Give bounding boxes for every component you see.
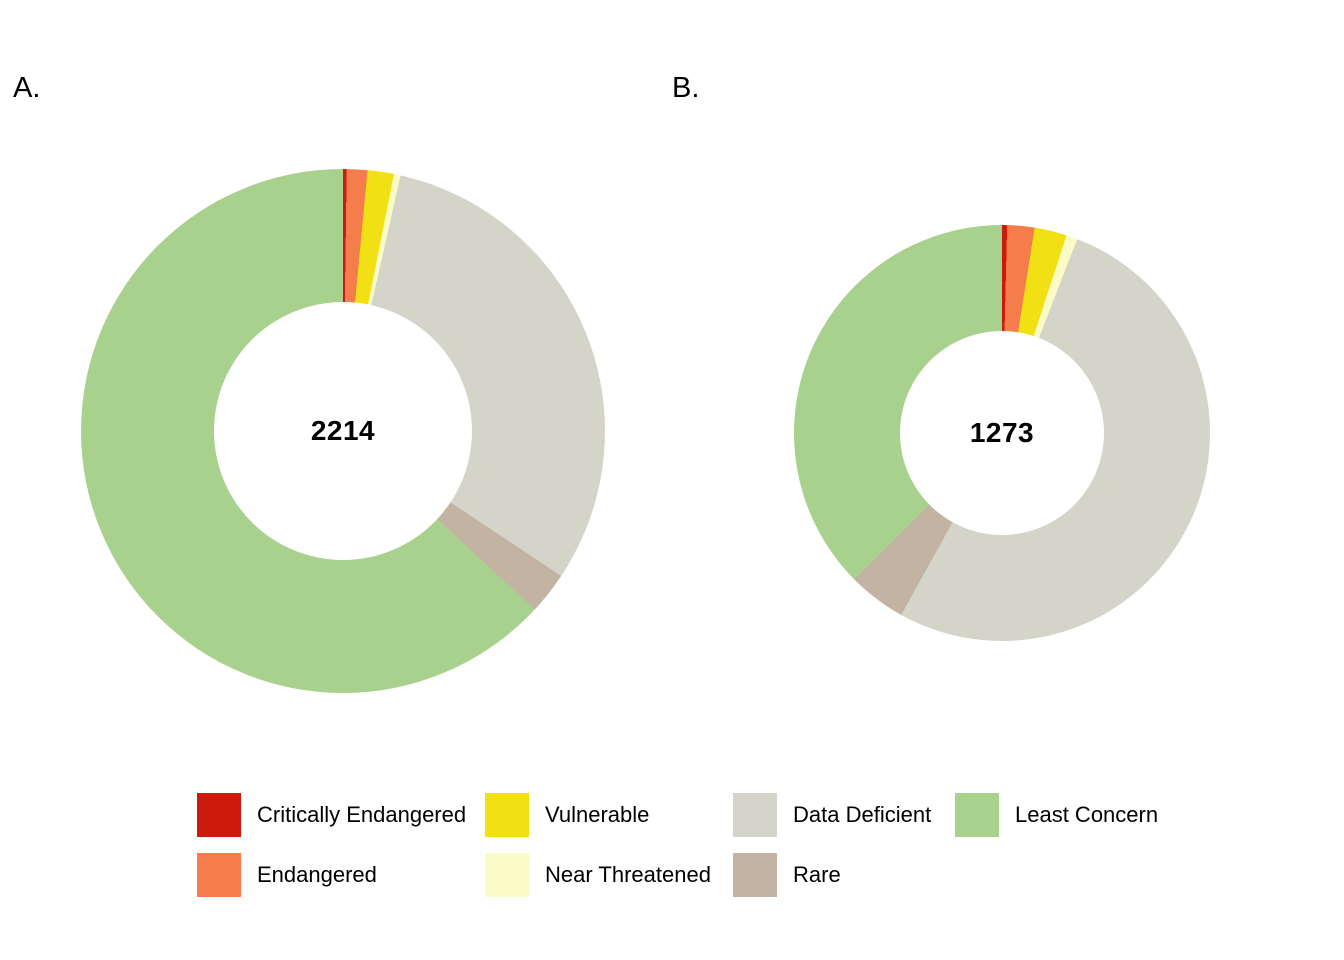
legend-label-vulnerable: Vulnerable <box>545 802 650 827</box>
legend-label-critically-endangered: Critically Endangered <box>257 802 467 827</box>
donut-b-hole: 1273 <box>900 331 1104 535</box>
legend-item-endangered: Endangered <box>197 853 377 897</box>
legend-item-near-threatened: Near Threatened <box>485 853 711 897</box>
legend-item-data-deficient: Data Deficient <box>733 793 931 837</box>
legend-label-data-deficient: Data Deficient <box>793 802 932 827</box>
donut-chart-b: 1273 <box>794 225 1210 641</box>
donut-a-hole: 2214 <box>214 302 472 560</box>
donut-b-total: 1273 <box>969 417 1035 448</box>
legend-label-endangered: Endangered <box>257 862 377 887</box>
legend-swatch-near-threatened <box>485 853 529 897</box>
legend-label-rare: Rare <box>793 862 841 887</box>
legend-item-least-concern: Least Concern <box>955 793 1158 837</box>
legend-swatch-data-deficient <box>733 793 777 837</box>
panel-a-label: A. <box>13 72 41 104</box>
legend-item-critically-endangered: Critically Endangered <box>197 793 466 837</box>
legend-swatch-vulnerable <box>485 793 529 837</box>
legend-item-rare: Rare <box>733 853 841 897</box>
legend-item-vulnerable: Vulnerable <box>485 793 649 837</box>
legend-label-least-concern: Least Concern <box>1015 802 1159 827</box>
legend-swatch-least-concern <box>955 793 999 837</box>
legend-label-near-threatened: Near Threatened <box>545 862 711 887</box>
panel-b-label: B. <box>672 72 700 104</box>
legend-swatch-endangered <box>197 853 241 897</box>
donut-chart-a: 2214 <box>81 169 605 693</box>
donut-a-total: 2214 <box>310 415 376 446</box>
legend-swatch-critically-endangered <box>197 793 241 837</box>
legend-swatch-rare <box>733 853 777 897</box>
